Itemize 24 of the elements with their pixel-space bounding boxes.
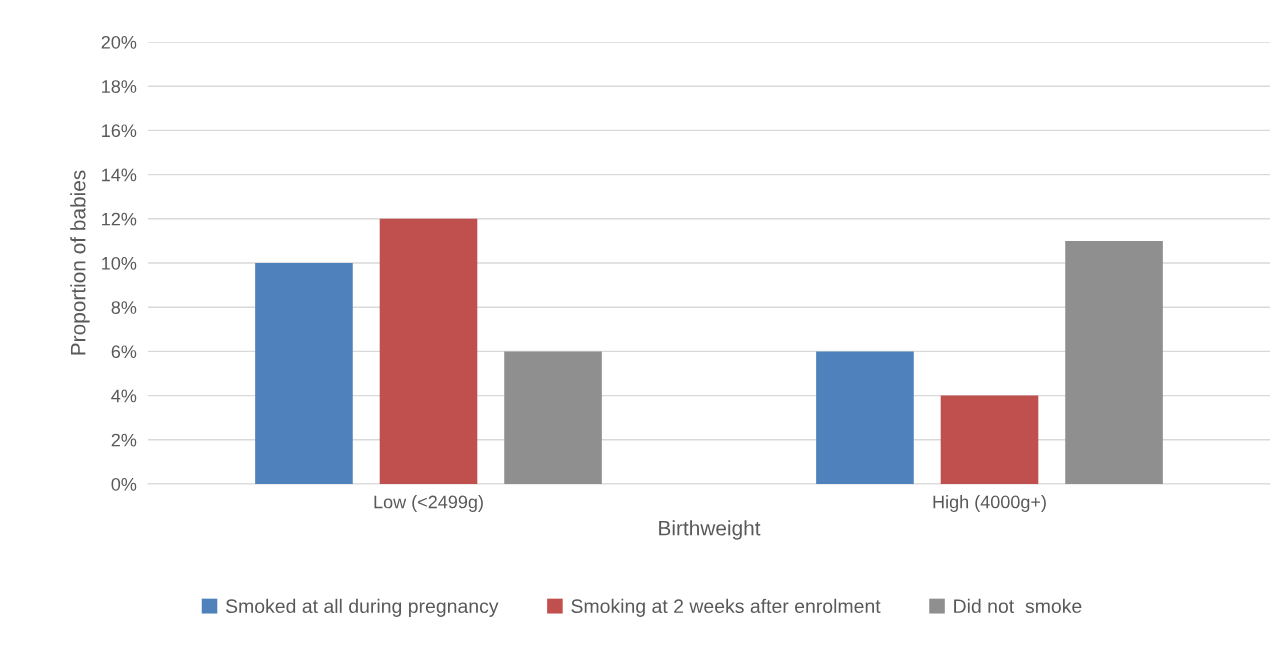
y-tick-label: 16% [102,124,137,138]
y-tick-label: 20% [101,35,137,49]
x-tick-label: High (4000g+) [933,495,1046,512]
y-tick-label: 0% [111,477,137,491]
legend-label: Smoked at all during pregnancy [225,598,499,617]
y-tick-label: 8% [111,301,137,314]
y-tick-label: 18% [102,80,137,93]
bar [940,395,1039,484]
bar [1065,240,1163,484]
legend-label: Smoking at 2 weeks after enrolment [571,598,881,617]
x-axis-title: Birthweight [659,520,761,540]
bar [504,351,602,484]
y-axis-title: Proportion of babies [70,170,90,355]
y-tick-label: 14% [102,168,137,182]
x-tick-label: Low (<2499g) [374,495,483,512]
bar [379,218,478,484]
y-tick-label: 4% [111,389,137,403]
bar [255,263,353,484]
legend-label: Did not smoke [954,598,1082,614]
y-tick-label: 2% [111,433,137,447]
y-tick-label: 6% [111,345,137,359]
y-tick-label: 12% [102,212,137,226]
y-tick-label: 10% [102,256,137,270]
bar [816,351,914,484]
